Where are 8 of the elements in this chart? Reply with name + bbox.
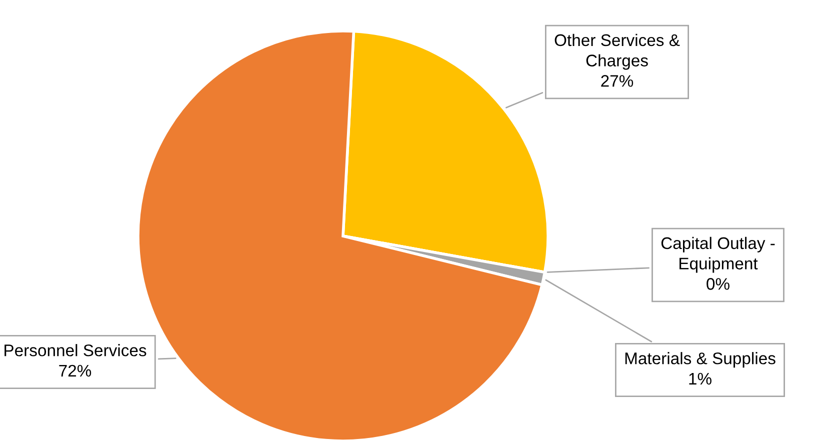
data-label: 72% <box>59 364 92 377</box>
category-label: Capital Outlay - Equipment <box>661 236 775 273</box>
data-label: 27% <box>601 75 634 87</box>
text: 0% <box>706 278 730 290</box>
slice-label: Materials & Supplies <box>625 352 776 368</box>
slice-label: Other Services & Charges <box>554 34 680 70</box>
data-label: 1% <box>689 372 712 385</box>
slice-label: Personnel Services <box>4 344 146 356</box>
